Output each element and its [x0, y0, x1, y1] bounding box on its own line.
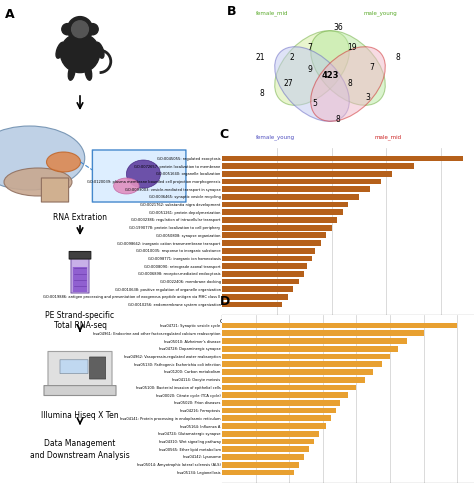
Bar	[222, 256, 312, 261]
Bar	[222, 384, 356, 390]
FancyBboxPatch shape	[44, 385, 116, 396]
Bar	[222, 232, 326, 238]
Text: 27: 27	[283, 80, 293, 88]
Bar	[222, 446, 310, 452]
Bar	[222, 392, 348, 398]
Text: male_mid: male_mid	[374, 134, 401, 140]
FancyBboxPatch shape	[41, 178, 69, 202]
Text: 21: 21	[255, 54, 265, 62]
Bar	[222, 179, 381, 185]
Text: 36: 36	[333, 24, 343, 32]
Bar	[222, 361, 382, 367]
Bar	[222, 454, 304, 460]
Bar	[222, 156, 463, 161]
Bar	[222, 271, 304, 277]
Circle shape	[87, 24, 98, 35]
Text: 3: 3	[365, 94, 371, 102]
Bar	[222, 171, 392, 177]
Text: 19: 19	[347, 43, 357, 53]
FancyBboxPatch shape	[48, 352, 112, 387]
Bar	[222, 225, 332, 230]
Bar	[222, 240, 320, 246]
Text: RNA Extration: RNA Extration	[53, 213, 107, 223]
FancyBboxPatch shape	[69, 252, 91, 259]
Ellipse shape	[275, 31, 349, 105]
Circle shape	[67, 16, 92, 42]
Bar	[222, 217, 337, 223]
Bar	[222, 377, 365, 383]
Bar	[222, 338, 407, 344]
Text: female_mid: female_mid	[256, 10, 288, 15]
Ellipse shape	[85, 65, 91, 80]
Bar	[222, 263, 308, 269]
Ellipse shape	[95, 42, 104, 58]
Text: Total RNA-seq: Total RNA-seq	[54, 321, 107, 329]
Bar	[222, 323, 457, 328]
FancyBboxPatch shape	[73, 267, 87, 292]
Ellipse shape	[56, 42, 65, 58]
Bar	[222, 279, 299, 284]
Text: male_young: male_young	[363, 10, 397, 15]
Text: Data Management: Data Management	[44, 439, 116, 448]
Ellipse shape	[127, 160, 160, 188]
Bar	[222, 423, 326, 429]
Text: A: A	[5, 8, 15, 21]
Text: 2: 2	[290, 54, 294, 62]
Text: 8: 8	[336, 115, 340, 125]
Text: female_young: female_young	[255, 134, 294, 140]
Text: 5: 5	[312, 99, 318, 109]
Text: C: C	[219, 128, 228, 142]
Bar	[222, 462, 299, 468]
FancyBboxPatch shape	[60, 360, 88, 373]
FancyBboxPatch shape	[71, 256, 89, 293]
Text: D: D	[219, 295, 230, 308]
Text: PE Strand-specific: PE Strand-specific	[46, 311, 115, 319]
Text: B: B	[227, 5, 237, 18]
Bar	[222, 431, 319, 437]
Circle shape	[72, 21, 88, 38]
Text: 8: 8	[260, 89, 264, 99]
FancyBboxPatch shape	[90, 357, 106, 379]
Text: 423: 423	[321, 71, 339, 81]
Bar	[222, 469, 294, 475]
Ellipse shape	[4, 168, 72, 196]
Text: Illumina Hiseq X Ten: Illumina Hiseq X Ten	[41, 411, 119, 420]
X-axis label: -log10(P): -log10(P)	[332, 330, 364, 336]
Circle shape	[62, 24, 73, 35]
Bar	[222, 330, 424, 336]
Circle shape	[60, 33, 100, 72]
Ellipse shape	[114, 178, 139, 194]
Text: 9: 9	[308, 66, 312, 74]
Bar	[222, 415, 331, 421]
Bar	[222, 194, 359, 200]
Bar	[222, 186, 370, 192]
Bar	[222, 302, 282, 307]
FancyBboxPatch shape	[92, 150, 186, 202]
Bar	[222, 354, 390, 359]
Bar	[222, 439, 314, 444]
Bar	[222, 248, 315, 254]
Ellipse shape	[311, 47, 385, 121]
Text: 8: 8	[347, 80, 352, 88]
Ellipse shape	[0, 126, 85, 190]
Text: 8: 8	[396, 54, 401, 62]
Ellipse shape	[275, 47, 349, 121]
Bar	[222, 286, 293, 292]
Bar	[222, 163, 414, 169]
Text: 7: 7	[308, 43, 312, 53]
Bar	[222, 202, 348, 208]
Ellipse shape	[68, 65, 75, 80]
Ellipse shape	[46, 152, 81, 172]
Bar	[222, 210, 343, 215]
Text: and Downstream Analysis: and Downstream Analysis	[30, 451, 130, 459]
Bar	[222, 369, 373, 375]
Bar	[222, 294, 288, 300]
Bar	[222, 346, 399, 352]
Bar	[222, 400, 339, 406]
Ellipse shape	[311, 31, 385, 105]
Text: 7: 7	[370, 63, 374, 72]
Bar	[222, 408, 336, 413]
